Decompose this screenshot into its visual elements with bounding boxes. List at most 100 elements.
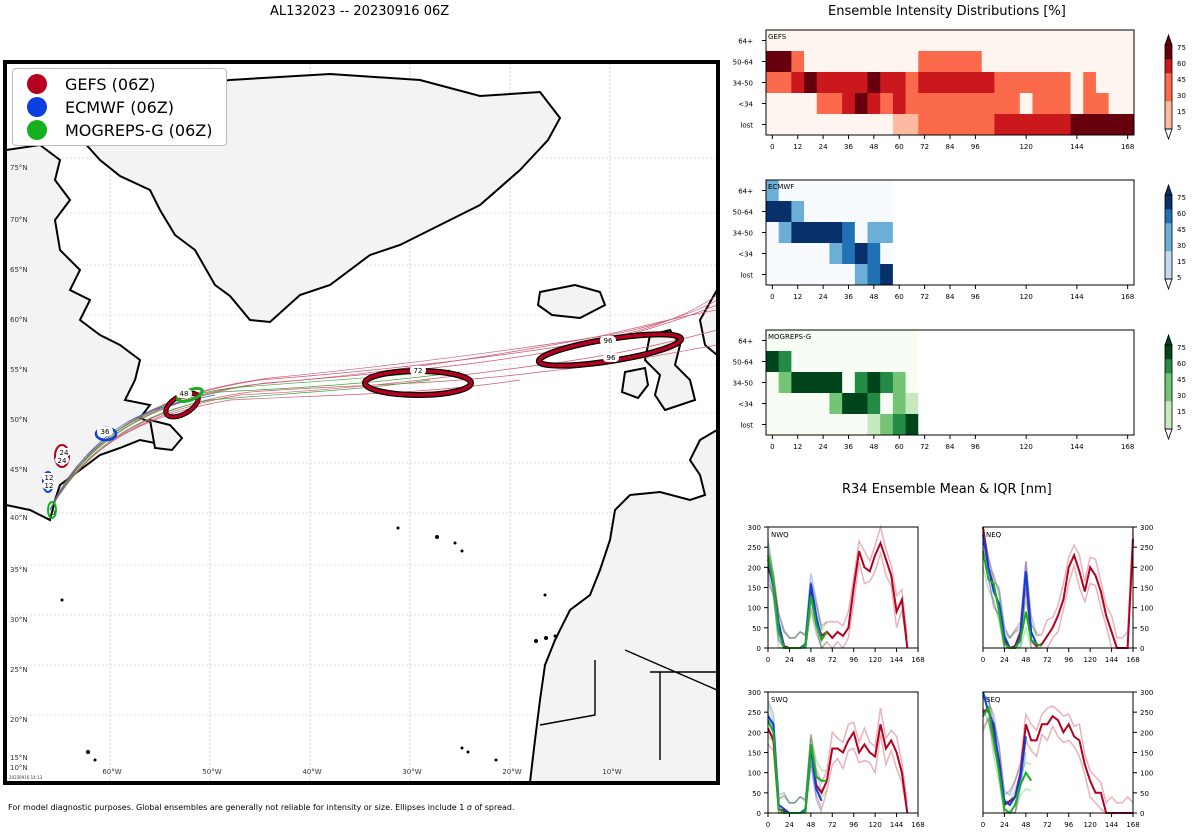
heatmap-cell: [943, 351, 957, 373]
heatmap-cell: [994, 351, 1008, 373]
heatmap-cell: [1121, 330, 1135, 352]
y-tick-label: 34-50: [733, 230, 753, 238]
heatmap-cell: [1070, 114, 1084, 136]
x-tick-label: 72: [920, 293, 929, 301]
heatmap-cell: [867, 51, 881, 73]
x-tick-label: 48: [869, 443, 878, 451]
heatmap-cell: [829, 180, 843, 202]
heatmap-cell: [804, 372, 818, 394]
x-tick-label: 168: [1121, 443, 1134, 451]
heatmap-cell: [842, 393, 856, 415]
lon-label: 10°W: [602, 768, 621, 776]
timestamp-stamp: 20230916 14:13: [9, 775, 43, 780]
heatmap-cell: [778, 72, 792, 94]
heatmap-cell: [994, 243, 1008, 265]
heatmap-cell: [981, 51, 995, 73]
heatmap-cell: [1070, 51, 1084, 73]
x-tick-label: 0: [766, 656, 770, 664]
heatmap-cell: [1083, 72, 1097, 94]
heatmap-cell: [829, 330, 843, 352]
colorbar-frame: [1164, 44, 1173, 130]
heatmap-cell: [829, 72, 843, 94]
heatmap-cell: [1019, 414, 1033, 436]
heatmap-cell: [943, 201, 957, 223]
heatmap-cell: [842, 30, 856, 52]
y-tick-label: 34-50: [733, 380, 753, 388]
heatmap-cell: [1121, 264, 1135, 286]
heatmap-cell: [1045, 72, 1059, 94]
x-tick-label: 36: [844, 443, 853, 451]
lat-label: 30°N: [10, 616, 28, 624]
heatmap-cell: [1070, 243, 1084, 265]
heatmap-cell: [918, 114, 932, 136]
heatmap-cell: [854, 93, 868, 115]
heatmap-cell: [994, 222, 1008, 244]
heatmap-cell: [969, 93, 983, 115]
heatmap-cell: [804, 30, 818, 52]
heatmap-cell: [1108, 222, 1122, 244]
colorbar-mogreps-g: 75 60 45 30 15 5: [1164, 333, 1186, 441]
lat-labels: 75°N 70°N 65°N 60°N 55°N 50°N 45°N 40°N …: [10, 164, 28, 772]
heatmap-cell: [956, 393, 970, 415]
legend-item-mogreps: MOGREPS-G (06Z): [27, 119, 212, 141]
colorbar-tick-label: 45: [1177, 376, 1186, 384]
heatmap-cell: [804, 414, 818, 436]
y-tick-label: lost: [740, 422, 753, 430]
y-tick-label: 300: [1140, 524, 1153, 532]
ellipse-label: 96: [607, 354, 616, 362]
heatmap-cell: [766, 222, 780, 244]
heatmap-cell: [969, 180, 983, 202]
heatmap-cell: [1095, 222, 1110, 244]
heatmap-cell: [842, 243, 856, 265]
heatmap-cell: [981, 114, 995, 136]
heatmap-cell: [1007, 351, 1021, 373]
colorbar-tick-label: 60: [1177, 60, 1186, 68]
y-tick-label: 150: [748, 750, 761, 758]
heatmap-cell: [791, 114, 805, 136]
y-tick-label: 100: [748, 770, 761, 778]
r34-iqr-upper-ecmwf: [982, 691, 1027, 797]
heatmap-cell: [1045, 351, 1059, 373]
heatmap-cell: [956, 372, 970, 394]
heatmap-cell: [1070, 414, 1084, 436]
heatmap-cell: [778, 372, 792, 394]
heatmap-cell: [766, 351, 780, 373]
heatmap-cell: [1007, 264, 1021, 286]
heatmap-cell: [1083, 180, 1097, 202]
colorbar-segment: [1165, 415, 1172, 430]
x-tick-label: 0: [981, 656, 985, 664]
x-tick-label: 144: [1105, 821, 1119, 829]
x-tick-label: 84: [946, 143, 955, 151]
heatmap-cell: [1083, 330, 1097, 352]
colorbar-tick-label: 75: [1177, 344, 1186, 352]
lon-labels: 60°W 50°W 40°W 30°W 20°W 10°W: [102, 768, 621, 776]
heatmap-cell: [842, 414, 856, 436]
heatmap-cell: [905, 414, 919, 436]
intensity-heatmaps: GEFS 64+ 50-64 34-50 <34 lost 0 12 24 36 48 60 72 84 9…: [733, 29, 1186, 451]
heatmap-cell: [1057, 30, 1071, 52]
heatmap-cell: [1019, 30, 1033, 52]
colorbar-segment: [1165, 73, 1172, 88]
r34-iqr-upper-mogreps-g: [982, 534, 1043, 639]
heatmap-cell: [969, 30, 983, 52]
ellipse-label: 24: [60, 449, 69, 457]
lat-label: 60°N: [10, 316, 28, 324]
heatmap-cell: [1057, 114, 1071, 136]
heatmap-cell: [1108, 93, 1122, 115]
heatmap-cell: [1032, 114, 1046, 136]
heatmap-cell: [1057, 93, 1071, 115]
heatmap-cell: [956, 414, 970, 436]
heatmap-cell: [816, 414, 830, 436]
heatmap-cell: [1007, 222, 1021, 244]
heatmap-cell: [778, 222, 792, 244]
heatmap-cell: [892, 243, 906, 265]
heatmap-cell: [880, 393, 894, 415]
heatmap-cell: [981, 72, 995, 94]
panel-label: MOGREPS-G: [768, 333, 811, 341]
heatmap-cell: [791, 330, 805, 352]
heatmap-cell: [918, 201, 932, 223]
heatmap-cell: [1057, 414, 1071, 436]
x-tick-label: 120: [1019, 443, 1032, 451]
colorbar-segment: [1165, 59, 1172, 74]
